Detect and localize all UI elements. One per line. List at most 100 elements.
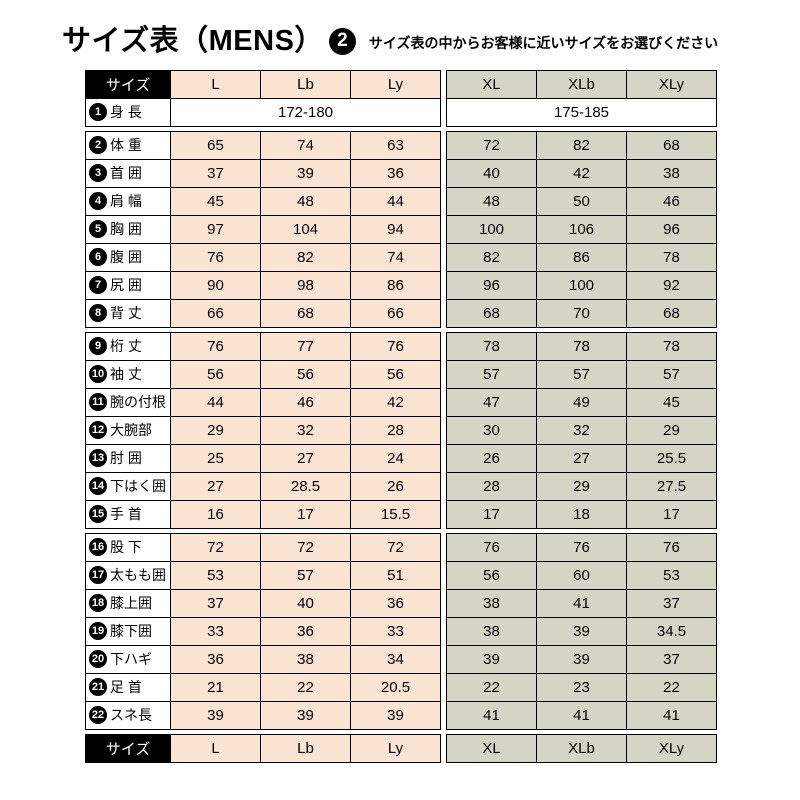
- value-cell: 49: [536, 387, 627, 417]
- column-header-Ly: Ly: [350, 69, 441, 99]
- value-cell: 34.5: [626, 616, 717, 646]
- row-label: 尻 囲: [110, 277, 142, 294]
- row-label-inner: 11 腕の付根: [86, 392, 170, 412]
- value-cell: 97: [170, 214, 261, 244]
- row-number-badge: 4: [89, 192, 107, 211]
- value-cell: 29: [536, 471, 627, 501]
- value-cell: 57: [536, 359, 627, 389]
- column-header-Ly: Ly: [350, 733, 441, 763]
- row-label: 足 首: [110, 679, 142, 696]
- value-cell: 72: [350, 532, 441, 562]
- row-label-inner: 21 足 首: [86, 677, 170, 697]
- value-cell: 57: [446, 359, 537, 389]
- value-cell: 60: [536, 560, 627, 590]
- row-number-badge: 21: [89, 678, 107, 697]
- group-spacer: [85, 729, 441, 735]
- value-cell: 106: [536, 214, 627, 244]
- column-header-XLb: XLb: [536, 69, 627, 99]
- value-cell: 38: [626, 158, 717, 188]
- value-cell: 82: [260, 242, 351, 272]
- value-cell: 90: [170, 270, 261, 300]
- value-cell: 78: [626, 331, 717, 361]
- value-cell: 23: [536, 672, 627, 702]
- value-cell: 37: [170, 588, 261, 618]
- value-cell: 20.5: [350, 672, 441, 702]
- row-label-inner: 17 太もも囲: [86, 565, 170, 585]
- value-cell: 32: [260, 415, 351, 445]
- size-footer-label: サイズ: [85, 733, 171, 763]
- page-title: サイズ表（MENS） 2: [62, 25, 356, 58]
- row-label: 身 長: [110, 104, 142, 121]
- row-label: 太もも囲: [110, 567, 166, 584]
- value-cell: 94: [350, 214, 441, 244]
- value-cell: 92: [626, 270, 717, 300]
- value-cell: 50: [536, 186, 627, 216]
- row-label: 大腕部: [110, 422, 152, 439]
- value-cell: 38: [446, 616, 537, 646]
- value-cell: 27: [536, 443, 627, 473]
- title-number-badge: 2: [328, 28, 356, 56]
- value-cell: 68: [260, 298, 351, 328]
- value-cell: 39: [446, 644, 537, 674]
- row-label: 桁 丈: [110, 338, 142, 355]
- row-label: 袖 丈: [110, 366, 142, 383]
- value-cell: 36: [350, 158, 441, 188]
- group-spacer: [85, 528, 441, 534]
- value-cell: 17: [260, 499, 351, 529]
- value-cell: 36: [170, 644, 261, 674]
- row-label-inner: 20 下ハギ: [86, 649, 170, 669]
- row-number-badge: 10: [89, 365, 107, 384]
- value-cell: 27: [170, 471, 261, 501]
- value-cell: 29: [626, 415, 717, 445]
- value-cell: 96: [626, 214, 717, 244]
- row-label-cell: 16 股 下: [85, 532, 171, 562]
- value-cell: 39: [536, 616, 627, 646]
- row-label-inner: 13 肘 囲: [86, 448, 170, 468]
- value-cell: 72: [260, 532, 351, 562]
- value-cell: 29: [170, 415, 261, 445]
- value-cell: 22: [626, 672, 717, 702]
- row-label-inner: 10 袖 丈: [86, 364, 170, 384]
- row-label-cell: 22 スネ長: [85, 700, 171, 730]
- value-cell: 46: [260, 387, 351, 417]
- value-cell: 39: [350, 700, 441, 730]
- value-cell: 32: [536, 415, 627, 445]
- value-cell: 57: [260, 560, 351, 590]
- value-cell: 53: [170, 560, 261, 590]
- value-cell: 56: [446, 560, 537, 590]
- value-cell: 33: [170, 616, 261, 646]
- value-cell: 48: [446, 186, 537, 216]
- value-cell: 74: [350, 242, 441, 272]
- row-number-badge: 13: [89, 449, 107, 468]
- group-spacer: [446, 327, 717, 333]
- value-cell: 45: [626, 387, 717, 417]
- row-number-badge: 9: [89, 337, 107, 356]
- row-label-cell: 19 膝下囲: [85, 616, 171, 646]
- column-header-L: L: [170, 733, 261, 763]
- row-label-cell: 17 太もも囲: [85, 560, 171, 590]
- value-cell: 51: [350, 560, 441, 590]
- value-cell: 86: [536, 242, 627, 272]
- title-text: サイズ表（MENS）: [62, 25, 324, 57]
- row-number-badge: 19: [89, 622, 107, 641]
- value-cell: 100: [536, 270, 627, 300]
- row-number-badge: 3: [89, 164, 107, 183]
- column-header-Lb: Lb: [260, 733, 351, 763]
- value-cell: 77: [260, 331, 351, 361]
- value-cell: 46: [626, 186, 717, 216]
- value-cell: 25.5: [626, 443, 717, 473]
- value-cell: 42: [350, 387, 441, 417]
- row-number-badge: 20: [89, 650, 107, 669]
- value-cell: 36: [350, 588, 441, 618]
- value-cell: 76: [350, 331, 441, 361]
- value-cell: 37: [626, 644, 717, 674]
- row-number-badge: 7: [89, 276, 107, 295]
